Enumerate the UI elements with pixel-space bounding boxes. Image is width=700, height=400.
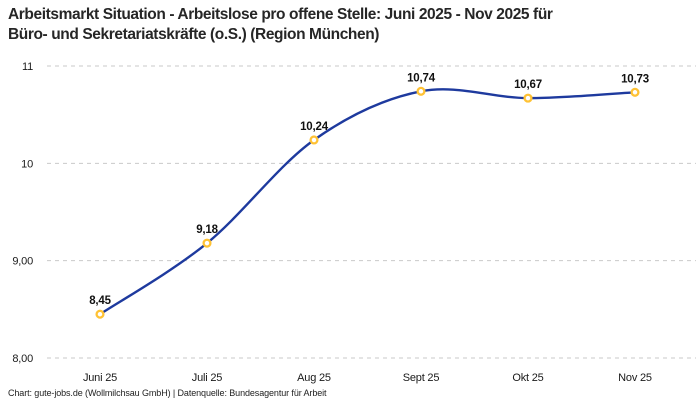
data-point-marker <box>95 309 105 319</box>
data-point-marker <box>202 238 212 248</box>
data-point-marker <box>630 87 640 97</box>
x-tick-label: Juli 25 <box>192 372 222 384</box>
data-point-label: 10,73 <box>621 73 649 85</box>
x-tick-label: Juni 25 <box>83 372 117 384</box>
x-tick-label: Sept 25 <box>403 372 440 384</box>
data-point-label: 10,24 <box>300 121 329 133</box>
y-tick-label: 10 <box>21 158 33 170</box>
chart-credit: Chart: gute-jobs.de (Wollmilchsau GmbH) … <box>8 388 327 398</box>
y-tick-label: 8,00 <box>12 353 33 365</box>
data-point-label: 10,74 <box>407 72 436 84</box>
chart-title-line1: Arbeitsmarkt Situation - Arbeitslose pro… <box>8 6 553 23</box>
chart-title: Arbeitsmarkt Situation - Arbeitslose pro… <box>8 5 553 45</box>
series-line <box>98 88 637 316</box>
x-tick-label: Okt 25 <box>512 372 543 384</box>
y-tick-label: 9,00 <box>12 256 33 268</box>
data-point-marker <box>523 93 533 103</box>
data-point-marker <box>309 135 319 145</box>
data-point-marker <box>416 86 426 96</box>
chart-title-line2: Büro- und Sekretariatskräfte (o.S.) (Reg… <box>8 26 380 43</box>
data-point-label: 8,45 <box>89 295 111 307</box>
data-point-label: 9,18 <box>196 224 218 236</box>
x-tick-label: Aug 25 <box>297 372 331 384</box>
data-point-label: 10,67 <box>514 79 542 91</box>
x-tick-label: Nov 25 <box>618 372 652 384</box>
y-tick-label: 11 <box>22 61 33 73</box>
